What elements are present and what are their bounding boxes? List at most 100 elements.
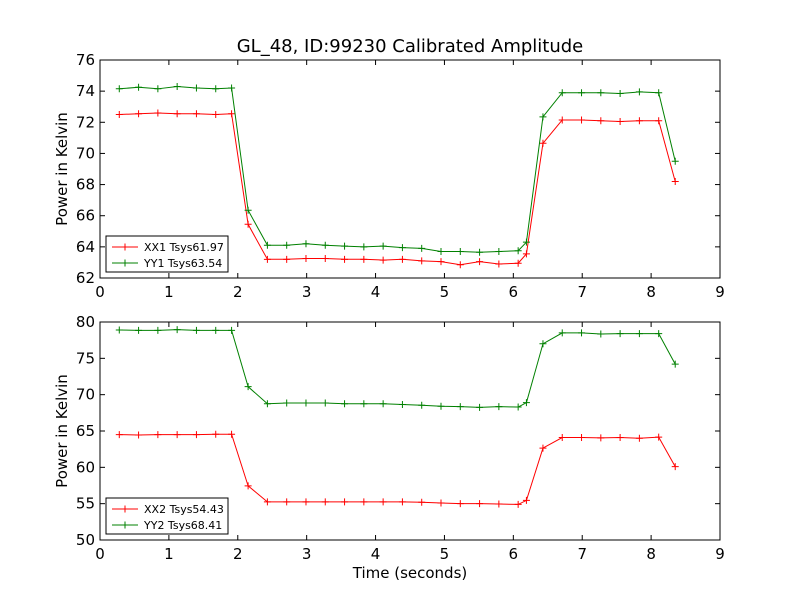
top-point-marker [522, 238, 530, 246]
top-point-marker [341, 242, 349, 250]
top-point-marker [437, 248, 445, 256]
bottom-point-marker [495, 500, 503, 508]
bottom-point-marker [341, 400, 349, 408]
top-point-marker [558, 89, 566, 97]
bottom-point-marker [228, 326, 236, 334]
top-point-marker [514, 259, 522, 267]
bottom-point-marker [360, 400, 368, 408]
top-point-marker [135, 110, 143, 118]
top-point-marker [514, 247, 522, 255]
bottom-point-marker [437, 499, 445, 507]
top-x-tick-label: 8 [646, 283, 656, 301]
top-point-marker [558, 116, 566, 124]
top-point-marker [539, 113, 547, 121]
bottom-x-tick-label: 1 [164, 545, 174, 563]
bottom-chart: 0 1 2 3 4 5 6 7 8 9 50 55 60 65 70 75 80 Power in Kelvin X… [53, 313, 725, 563]
bottom-point-marker [379, 498, 387, 506]
top-point-marker [115, 111, 123, 118]
top-point-marker [456, 248, 464, 256]
top-point-marker [476, 258, 484, 266]
top-y-tick-label: 68 [76, 176, 95, 194]
top-point-marker [263, 255, 271, 263]
top-point-marker [321, 255, 329, 263]
bottom-point-marker [671, 463, 679, 471]
bottom-point-marker [514, 500, 522, 508]
top-point-marker [398, 255, 406, 263]
top-point-marker [616, 89, 624, 97]
top-point-marker [578, 89, 586, 97]
bottom-y-tick-label: 70 [76, 386, 95, 404]
bottom-point-marker [539, 340, 547, 348]
bottom-point-marker [671, 360, 679, 368]
top-point-marker [173, 110, 181, 118]
top-chart: 0 1 2 3 4 5 6 7 8 9 62 64 66 68 70 72 74 76 Power in Kelvi… [53, 51, 725, 301]
bottom-point-marker [263, 498, 271, 506]
top-point-marker [212, 85, 220, 93]
bottom-point-marker [212, 430, 220, 438]
top-y-tick-label: 62 [76, 269, 95, 287]
top-y-tick-label: 72 [76, 113, 95, 131]
top-point-marker [655, 117, 663, 125]
top-point-marker [244, 206, 252, 214]
bottom-point-marker [360, 498, 368, 506]
bottom-point-marker [655, 433, 663, 441]
bottom-point-marker [578, 434, 586, 442]
bottom-point-marker [476, 500, 484, 508]
bottom-y-tick-label: 75 [76, 349, 95, 367]
bottom-point-marker [379, 400, 387, 408]
bottom-point-marker [244, 383, 252, 391]
bottom-x-tick-label: 8 [646, 545, 656, 563]
top-point-marker [283, 255, 291, 263]
bottom-point-marker [655, 330, 663, 338]
bottom-point-marker [398, 400, 406, 408]
top-point-marker [379, 242, 387, 250]
top-x-tick-label: 3 [302, 283, 312, 301]
top-point-marker [671, 177, 679, 185]
bottom-legend-label: XX2 Tsys54.43 [144, 503, 224, 516]
top-point-marker [539, 139, 547, 147]
top-legend-box [105, 235, 229, 273]
top-x-tick-label: 2 [233, 283, 243, 301]
bottom-y-tick-label: 55 [76, 495, 95, 513]
bottom-y-tick-label: 50 [76, 531, 95, 549]
top-point-marker [212, 111, 220, 118]
bottom-point-marker [228, 430, 236, 438]
top-point-marker [635, 88, 643, 96]
figure-title: GL_48, ID:99230 Calibrated Amplitude [237, 36, 584, 57]
bottom-x-tick-label: 3 [302, 545, 312, 563]
top-point-marker [302, 255, 310, 263]
bottom-point-marker [263, 400, 271, 408]
bottom-x-tick-label: 0 [95, 545, 105, 563]
bottom-point-marker [154, 431, 162, 439]
top-point-marker [228, 110, 236, 118]
top-point-marker [578, 116, 586, 124]
bottom-point-marker [173, 326, 181, 334]
top-point-marker [597, 89, 605, 97]
top-point-marker [379, 256, 387, 264]
bottom-y-tick-label: 80 [76, 313, 95, 331]
top-legend-label: YY1 Tsys63.54 [143, 257, 222, 270]
bottom-point-marker [302, 399, 310, 407]
bottom-point-marker [456, 500, 464, 508]
top-y-tick-label: 74 [76, 82, 95, 100]
bottom-point-marker [192, 326, 200, 334]
bottom-point-marker [635, 434, 643, 442]
bottom-point-marker [456, 403, 464, 411]
bottom-point-marker [418, 401, 426, 409]
bottom-x-tick-label: 7 [577, 545, 587, 563]
bottom-point-marker [558, 329, 566, 337]
bottom-point-marker [244, 482, 252, 490]
top-point-marker [495, 248, 503, 256]
top-axes-frame [99, 59, 721, 279]
top-point-marker [635, 117, 643, 125]
top-point-marker [154, 109, 162, 117]
top-point-marker [263, 241, 271, 249]
top-point-marker [597, 117, 605, 125]
bottom-point-marker [597, 434, 605, 442]
bottom-point-marker [302, 498, 310, 506]
bottom-x-tick-label: 9 [715, 545, 725, 563]
bottom-point-marker [173, 431, 181, 439]
top-point-marker [173, 82, 181, 90]
top-y-axis-label: Power in Kelvin [53, 112, 71, 226]
bottom-x-tick-label: 5 [440, 545, 450, 563]
